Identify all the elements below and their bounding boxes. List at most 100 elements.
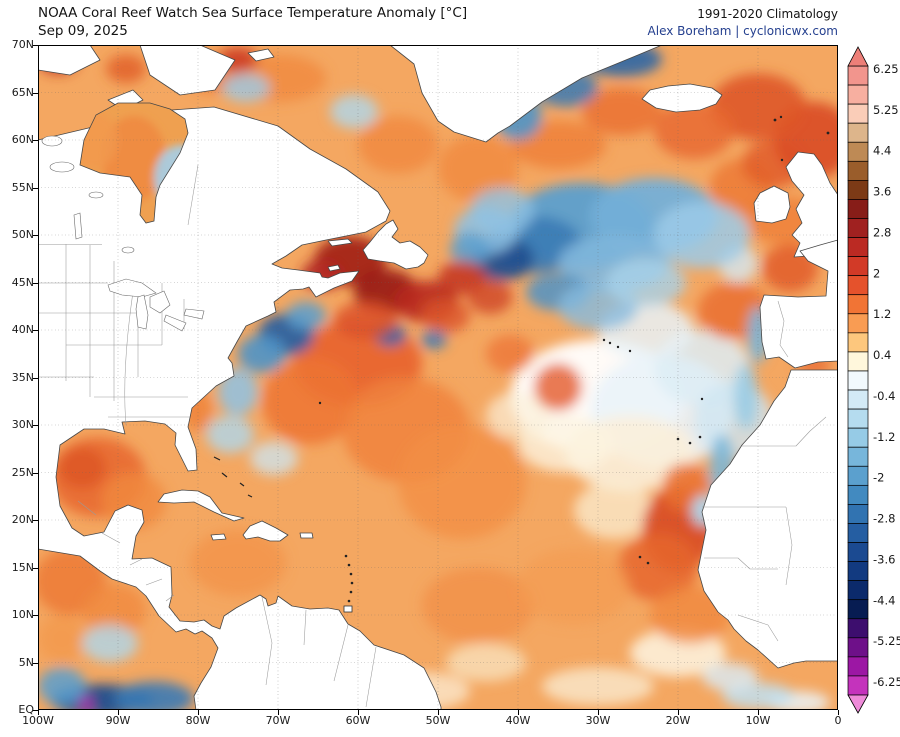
lat-tick-mark <box>33 615 38 616</box>
lat-tick-mark <box>33 283 38 284</box>
lat-tick-label: 40N <box>0 324 34 336</box>
colorbar-segment <box>848 104 868 123</box>
anomaly-region <box>421 330 447 349</box>
lon-tick-mark <box>758 710 759 715</box>
lon-tick-mark <box>118 710 119 715</box>
colorbar-segment <box>848 161 868 180</box>
colorbar-tick-label: 2 <box>873 266 880 280</box>
colorbar-segment <box>848 295 868 314</box>
lon-tick-label: 90W <box>96 714 140 727</box>
anomaly-region <box>398 425 526 539</box>
lat-tick-label: 35N <box>0 372 34 384</box>
date-label: Sep 09, 2025 <box>38 23 128 39</box>
lon-tick-label: 30W <box>576 714 620 727</box>
anomaly-region <box>250 441 298 475</box>
colorbar-segment <box>848 409 868 428</box>
colorbar-segment <box>848 180 868 199</box>
anomaly-region <box>286 302 326 331</box>
lat-tick-mark <box>33 45 38 46</box>
map-canvas <box>38 45 838 710</box>
lat-tick-label: 30N <box>0 419 34 431</box>
anomaly-region <box>334 302 398 340</box>
anomaly-region <box>38 667 86 705</box>
lat-tick-label: 45N <box>0 277 34 289</box>
colorbar-segment <box>848 85 868 104</box>
hebrides-island <box>781 159 783 161</box>
colorbar-segment <box>848 238 868 257</box>
lon-tick-label: 40W <box>496 714 540 727</box>
lon-tick-mark <box>518 710 519 715</box>
colorbar-segment <box>848 485 868 504</box>
colorbar-segment <box>848 676 868 695</box>
lat-tick-label: 65N <box>0 87 34 99</box>
credit-text: Alex Boreham | cyclonicwx.com <box>648 24 838 38</box>
colorbar-tick-label: 3.6 <box>873 185 891 199</box>
anomaly-region <box>58 447 106 489</box>
colorbar-segment <box>848 142 868 161</box>
anomaly-region <box>470 188 534 236</box>
anomaly-region <box>702 663 758 692</box>
lon-tick-label: 80W <box>176 714 220 727</box>
lat-tick-label: 70N <box>0 39 34 51</box>
colorbar-segment <box>848 314 868 333</box>
colorbar-segment <box>848 352 868 371</box>
anomaly-region <box>468 280 513 314</box>
sst-anomaly-figure: NOAA Coral Reef Watch Sea Surface Temper… <box>0 0 900 737</box>
colorbar-arrow-down <box>848 695 868 713</box>
lat-tick-label: 60N <box>0 134 34 146</box>
lon-tick-label: 70W <box>256 714 300 727</box>
anomaly-region <box>486 335 534 373</box>
colorbar-segment <box>848 218 868 237</box>
lon-tick-mark <box>278 710 279 715</box>
lat-tick-mark <box>33 93 38 94</box>
colorbar-tick-label: 6.25 <box>873 62 899 76</box>
colorbar-tick-label: -2 <box>873 471 884 485</box>
anomaly-region <box>238 335 286 373</box>
colorbar-segment <box>848 466 868 485</box>
anomaly-region <box>358 116 438 173</box>
anomaly-region <box>38 615 86 663</box>
lon-tick-label: 100W <box>16 714 60 727</box>
colorbar-tick-label: 0.4 <box>873 348 891 362</box>
lat-tick-mark <box>33 568 38 569</box>
lat-tick-mark <box>33 330 38 331</box>
bermuda-island <box>319 402 321 404</box>
lon-tick-mark <box>358 710 359 715</box>
lon-tick-label: 60W <box>336 714 380 727</box>
colorbar-segment <box>848 447 868 466</box>
lat-tick-label: 25N <box>0 467 34 479</box>
colorbar-tick-label: -2.8 <box>873 512 895 526</box>
anomaly-region <box>518 549 630 625</box>
colorbar-segment <box>848 657 868 676</box>
colorbar-tick-label: 2.8 <box>873 226 891 240</box>
colorbar-segment <box>848 333 868 352</box>
lon-tick-mark <box>38 710 39 715</box>
colorbar-segment <box>848 562 868 581</box>
colorbar-arrow-up <box>848 47 868 66</box>
anomaly-region <box>79 697 93 710</box>
lat-tick-mark <box>33 378 38 379</box>
anomaly-region <box>222 74 270 103</box>
colorbar-tick-label: 4.4 <box>873 144 891 158</box>
colorbar-segment <box>848 619 868 638</box>
lat-tick-label: 50N <box>0 229 34 241</box>
colorbar-segment <box>848 123 868 142</box>
lon-tick-label: 0 <box>816 714 860 727</box>
climatology-note: 1991-2020 Climatology <box>697 7 838 21</box>
land-puerto-rico <box>300 533 313 538</box>
lon-tick-label: 20W <box>656 714 700 727</box>
lon-tick-label: 10W <box>736 714 780 727</box>
lon-tick-mark <box>598 710 599 715</box>
lat-tick-label: 5N <box>0 657 34 669</box>
colorbar-segment <box>848 543 868 562</box>
colorbar-segment <box>848 638 868 657</box>
colorbar: 6.255.254.43.62.821.20.4-0.4-1.2-2-2.8-3… <box>845 42 900 722</box>
anomaly-region <box>574 482 654 539</box>
anomaly-region <box>542 667 654 705</box>
lat-tick-label: 20N <box>0 514 34 526</box>
anomaly-region <box>206 416 254 454</box>
colorbar-segment <box>848 600 868 619</box>
colorbar-tick-label: 1.2 <box>873 307 891 321</box>
colorbar-segment <box>848 428 868 447</box>
colorbar-segment <box>848 390 868 409</box>
